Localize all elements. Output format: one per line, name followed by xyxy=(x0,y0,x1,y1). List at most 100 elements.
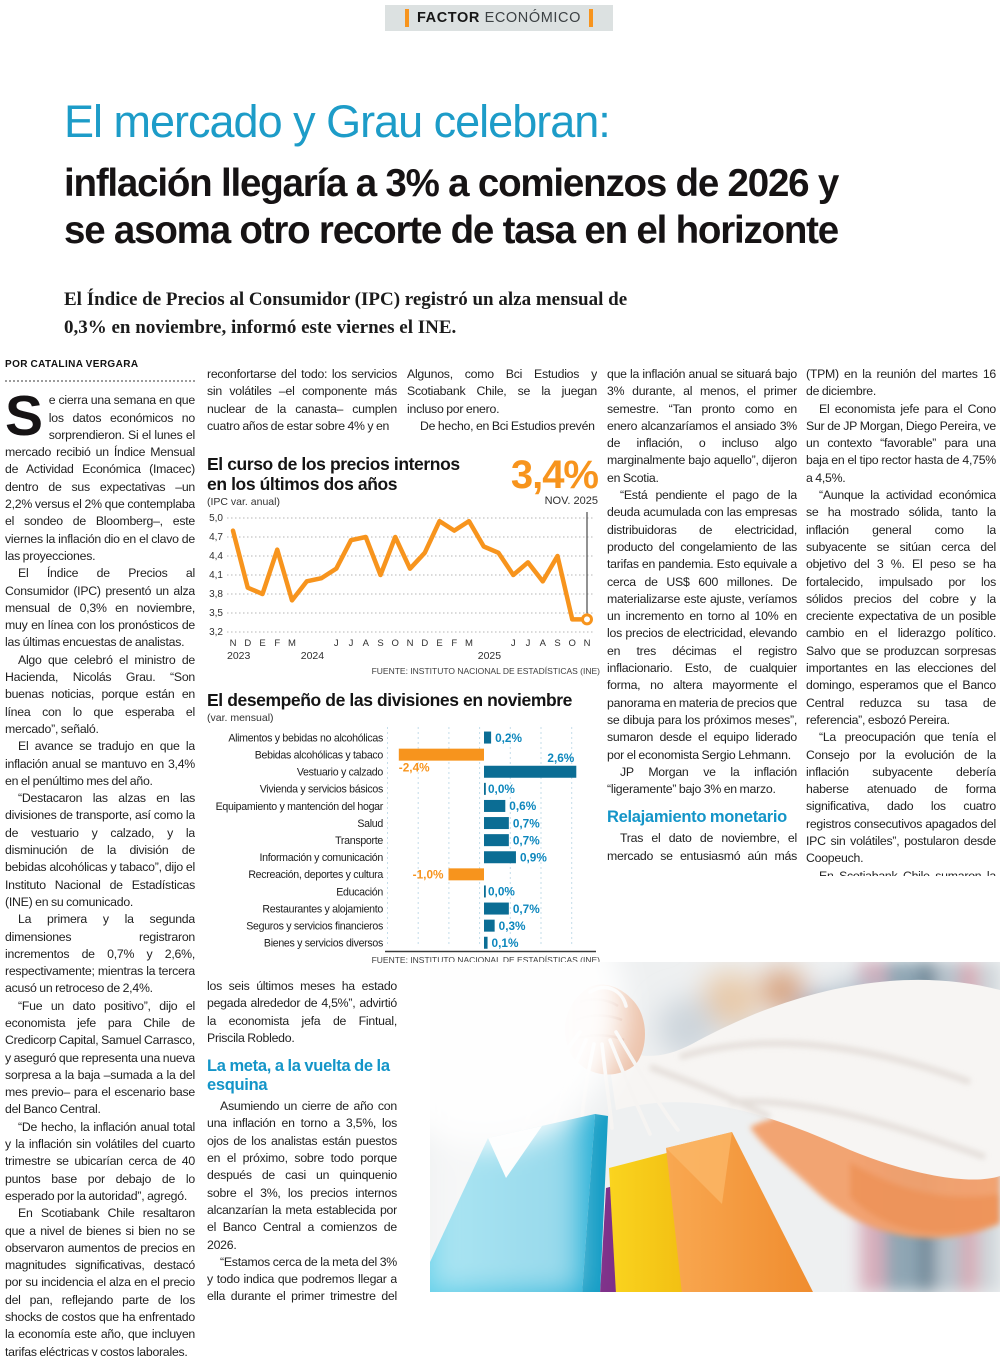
line-chart-title: El curso de los precios internos en los … xyxy=(207,454,600,494)
svg-text:Seguros y servicios financiero: Seguros y servicios financieros xyxy=(246,920,383,932)
svg-text:Salud: Salud xyxy=(357,818,383,830)
svg-text:Bebidas alcohólicas y tabaco: Bebidas alcohólicas y tabaco xyxy=(255,749,384,761)
paragraph: JP Morgan ve la inflación “ligeramente” … xyxy=(607,764,797,797)
svg-text:0,6%: 0,6% xyxy=(509,799,536,813)
svg-text:N: N xyxy=(584,638,591,649)
svg-text:F: F xyxy=(274,638,280,649)
svg-text:Información y comunicación: Información y comunicación xyxy=(259,852,383,864)
paragraph: “De hecho, la inflación anual total y la… xyxy=(5,1119,195,1203)
paragraph: “La preocupación que tenía el Consejo po… xyxy=(806,730,996,866)
paragraph: El avance se tradujo en que la inflación… xyxy=(5,739,195,788)
article-column-2-top: reconfortarse del todo: los servicios si… xyxy=(207,366,397,446)
paragraph: reconfortarse del todo: los servicios si… xyxy=(207,367,397,433)
headline-kicker-line: El mercado y Grau celebran: xyxy=(64,96,611,147)
photo-shopping-bags xyxy=(430,962,1000,1292)
line-chart-title-2: en los últimos dos años xyxy=(207,474,398,494)
svg-text:Equipamiento y mantención del: Equipamiento y mantención del hogar xyxy=(216,801,384,813)
kicker-label-rest: ECONÓMICO xyxy=(484,10,582,26)
svg-text:0,0%: 0,0% xyxy=(488,885,515,899)
article-column-4: que la inflación anual se situará bajo 3… xyxy=(607,366,797,866)
paragraph: De hecho, en Bci Estudios prevén xyxy=(420,418,595,433)
line-chart-source: FUENTE: INSTITUTO NACIONAL DE ESTADÍSTIC… xyxy=(371,666,600,676)
svg-text:N: N xyxy=(407,638,414,649)
section-subhead: Relajamiento monetario xyxy=(607,808,787,827)
line-chart-title-1: El curso de los precios internos xyxy=(207,454,460,474)
svg-text:-1,0%: -1,0% xyxy=(413,868,444,882)
paragraph: “Aunque la actividad económica se ha mos… xyxy=(806,488,996,727)
svg-text:E: E xyxy=(259,638,265,649)
line-chart: 5,04,74,44,13,83,53,2N D E F M J J A S O N D E F M J J A S… xyxy=(209,512,593,662)
inflation-callout-label: NOV. 2025 xyxy=(544,495,598,507)
paragraph: Algo que celebró el ministro de Hacienda… xyxy=(5,652,195,736)
headline-line3: se asoma otro recorte de tasa en el hori… xyxy=(64,209,839,252)
paragraph: (TPM) en la reunión del martes 16 de dic… xyxy=(806,367,996,399)
paragraph: El economista jefe para el Cono Sur de J… xyxy=(806,401,996,485)
inflation-callout: 3,4% NOV. 2025 xyxy=(510,453,599,507)
svg-text:5,0: 5,0 xyxy=(209,513,223,524)
bar-chart-source: FUENTE: INSTITUTO NACIONAL DE ESTADÍSTIC… xyxy=(371,955,600,965)
paragraph: Tras el dato de noviembre, el mercado se… xyxy=(607,831,797,863)
svg-text:0,0%: 0,0% xyxy=(488,782,515,796)
svg-text:0,9%: 0,9% xyxy=(520,850,547,864)
svg-text:A: A xyxy=(540,638,547,649)
svg-text:0,2%: 0,2% xyxy=(495,731,522,745)
svg-text:D: D xyxy=(244,638,251,649)
svg-text:Vivienda y servicios básicos: Vivienda y servicios básicos xyxy=(260,784,383,796)
svg-text:M: M xyxy=(465,638,473,649)
bar-chart: Alimentos y bebidas no alcohólicas 0,2% Be… xyxy=(216,727,596,953)
paragraph: En Scotiabank Chile resaltaron que a niv… xyxy=(5,1206,195,1356)
svg-text:O: O xyxy=(569,638,576,649)
svg-text:3,2: 3,2 xyxy=(209,627,223,638)
svg-text:0,1%: 0,1% xyxy=(492,936,519,950)
bar-chart-subtitle: (var. mensual) xyxy=(207,712,274,724)
line-chart-block: El curso de los precios internos en los … xyxy=(207,454,600,686)
kicker-label: FACTOR ECONÓMICO xyxy=(417,10,581,26)
svg-text:S: S xyxy=(554,638,560,649)
svg-text:J: J xyxy=(511,638,516,649)
paragraph: que la inflación anual se situará bajo 3… xyxy=(607,367,797,485)
drop-cap: S xyxy=(5,384,43,449)
svg-text:0,7%: 0,7% xyxy=(513,902,540,916)
svg-text:4,4: 4,4 xyxy=(209,551,223,562)
svg-text:O: O xyxy=(392,638,399,649)
section-subhead: La meta, a la vuelta de la esquina xyxy=(207,1057,390,1095)
svg-text:Educación: Educación xyxy=(336,886,383,898)
paragraph: “Fue un dato positivo”, dijo el economis… xyxy=(5,998,195,1117)
kicker-label-bold: FACTOR xyxy=(416,10,480,26)
paragraph: “Destacaron las alzas en las divisiones … xyxy=(5,791,195,909)
svg-text:3,5: 3,5 xyxy=(209,608,223,619)
bar-chart-block: El desempeño de las divisiones en noviem… xyxy=(207,690,600,966)
svg-text:F: F xyxy=(451,638,457,649)
paragraph: El Índice de Precios al Consumidor (IPC)… xyxy=(5,566,195,650)
paragraph: Asumiendo un cierre de año con una infla… xyxy=(207,1099,397,1252)
svg-text:Bienes y servicios diversos: Bienes y servicios diversos xyxy=(264,938,383,950)
svg-text:Recreación, deportes y cultura: Recreación, deportes y cultura xyxy=(248,869,383,881)
headline-line2: inflación llegaría a 3% a comienzos de 2… xyxy=(64,162,839,205)
paragraph: En Scotiabank Chile sumaron la posibilid… xyxy=(806,868,996,876)
svg-text:J: J xyxy=(349,638,354,649)
bar-chart-title: El desempeño de las divisiones en noviem… xyxy=(207,690,573,710)
inflation-callout-value: 3,4% xyxy=(510,453,599,497)
paragraph: La primera y la segunda dimensiones regi… xyxy=(5,912,195,996)
paragraph: los seis últimos meses ha estado pegada … xyxy=(207,979,397,1045)
article-column-3-top: Algunos, como Bci Estudios y Scotiabank … xyxy=(407,366,597,446)
svg-text:Restaurantes y alojamiento: Restaurantes y alojamiento xyxy=(262,903,383,915)
svg-text:Vestuario y calzado: Vestuario y calzado xyxy=(297,767,384,779)
svg-text:0,7%: 0,7% xyxy=(513,816,540,830)
line-chart-subtitle: (IPC var. anual) xyxy=(207,496,280,508)
svg-text:-2,4%: -2,4% xyxy=(399,761,430,775)
svg-text:4,7: 4,7 xyxy=(209,532,223,543)
svg-text:J: J xyxy=(526,638,531,649)
article-column-2-bottom: los seis últimos meses ha estado pegada … xyxy=(207,978,397,1308)
kicker-bar-right-icon xyxy=(589,9,594,27)
kicker-bar-left-icon xyxy=(404,9,409,27)
svg-text:M: M xyxy=(288,638,296,649)
svg-text:0,3%: 0,3% xyxy=(499,919,526,933)
article-column-5: (TPM) en la reunión del martes 16 de dic… xyxy=(806,366,996,876)
svg-text:2025: 2025 xyxy=(478,650,502,662)
svg-text:E: E xyxy=(436,638,442,649)
headline-main: inflación llegaría a 3% a comienzos de 2… xyxy=(64,160,964,254)
svg-text:4,1: 4,1 xyxy=(209,570,223,581)
svg-text:A: A xyxy=(363,638,370,649)
